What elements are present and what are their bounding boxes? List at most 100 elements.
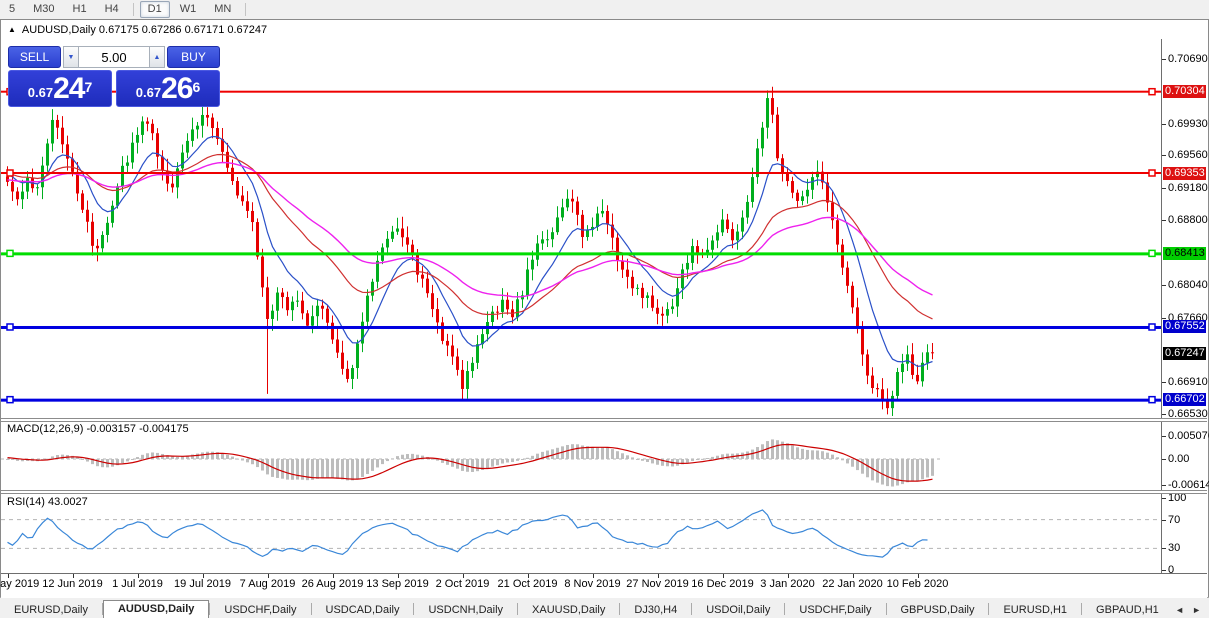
axis-tick <box>1162 459 1166 460</box>
volume-decrease-button[interactable]: ▼ <box>63 46 79 68</box>
timeframe-button-m30[interactable]: M30 <box>33 3 55 15</box>
panel-separator[interactable] <box>1 418 1207 422</box>
candle-bearish <box>56 119 59 128</box>
macd-histogram-bar <box>646 459 649 462</box>
sell-button[interactable]: SELL <box>8 46 61 68</box>
chart-tab-audusd-daily[interactable]: AUDUSD,Daily <box>102 600 210 618</box>
candle-bullish <box>671 306 674 310</box>
macd-histogram-bar <box>791 445 794 459</box>
candle-bearish <box>76 171 79 194</box>
timeframe-button-d1[interactable]: D1 <box>139 1 170 18</box>
macd-histogram-bar <box>206 451 209 459</box>
date-label: 12 Jun 2019 <box>42 578 103 590</box>
macd-histogram-bar <box>856 459 859 471</box>
tab-scroll-left-button[interactable]: ◄ <box>1175 605 1185 615</box>
macd-histogram-bar <box>366 459 369 474</box>
macd-histogram-bar <box>706 457 709 459</box>
volume-increase-button[interactable]: ▲ <box>149 46 165 68</box>
chart-tab-usdoil-daily[interactable]: USDOil,Daily <box>706 604 771 616</box>
macd-histogram-bar <box>286 459 289 480</box>
macd-histogram-bar <box>136 457 139 459</box>
candle-bullish <box>271 310 274 319</box>
candle-bearish <box>91 221 94 246</box>
buy-price-button[interactable]: 0.67 26 6 <box>116 70 220 107</box>
macd-panel[interactable] <box>1 422 1161 490</box>
timeframe-button-mn[interactable]: MN <box>214 3 232 15</box>
macd-histogram-bar <box>676 459 679 466</box>
macd-histogram-bar <box>536 453 539 459</box>
chart-tab-usdchf-daily[interactable]: USDCHF,Daily <box>224 604 297 616</box>
macd-histogram-bar <box>71 455 74 459</box>
one-click-trading-panel: SELL ▼ ▲ BUY 0.67 24 7 0.67 26 6 <box>8 46 220 107</box>
macd-histogram-bar <box>766 441 769 459</box>
date-label: 26 Aug 2019 <box>301 578 364 590</box>
chart-tab-eurusd-h1[interactable]: EURUSD,H1 <box>1003 604 1068 616</box>
macd-histogram-bar <box>166 455 169 459</box>
panel-separator[interactable] <box>1 490 1207 494</box>
candle-bearish <box>321 305 324 309</box>
macd-histogram-bar <box>756 447 759 459</box>
macd-histogram-bar <box>471 459 474 472</box>
timeframe-button-h4[interactable]: H4 <box>104 3 119 15</box>
green-horizontal-line[interactable] <box>1 249 1161 258</box>
chart-tab-usdcad-daily[interactable]: USDCAD,Daily <box>325 604 400 616</box>
macd-histogram-bar <box>921 459 924 480</box>
macd-histogram-bar <box>101 459 104 468</box>
sell-price-button[interactable]: 0.67 24 7 <box>8 70 112 107</box>
timeframe-button-h1[interactable]: H1 <box>72 3 87 15</box>
candle-bearish <box>416 252 419 275</box>
chart-tab-gbpusd-daily[interactable]: GBPUSD,Daily <box>900 604 975 616</box>
level-price-label: 0.67552 <box>1163 320 1206 334</box>
candle-bearish <box>251 210 254 223</box>
candle-bullish <box>471 362 474 372</box>
macd-signal-line <box>7 443 933 482</box>
candle-bearish <box>146 121 149 124</box>
macd-histogram-bar <box>436 459 439 461</box>
chart-tab-dj30-h4[interactable]: DJ30,H4 <box>634 604 678 616</box>
rsi-line <box>7 509 928 558</box>
macd-histogram-bar <box>216 452 219 459</box>
date-label: 8 Nov 2019 <box>564 578 621 590</box>
timeframe-button-w1[interactable]: W1 <box>179 3 197 15</box>
candle-bearish <box>226 151 229 168</box>
chart-tab-eurusd-daily[interactable]: EURUSD,Daily <box>14 604 88 616</box>
blue-horizontal-line[interactable] <box>1 323 1161 331</box>
timeframe-button-5[interactable]: 5 <box>9 3 16 15</box>
candle-bullish <box>386 238 389 248</box>
chart-tab-usdchf-daily[interactable]: USDCHF,Daily <box>799 604 872 616</box>
price-axis[interactable]: 0.70690 0.69930 0.69560 0.69180 0.68800 0.680… <box>1161 39 1209 576</box>
red-horizontal-line[interactable] <box>1 169 1161 177</box>
macd-histogram-bar <box>846 459 849 464</box>
candle-bullish <box>551 232 554 240</box>
macd-histogram-bar <box>636 459 639 460</box>
candle-bearish <box>456 356 459 370</box>
macd-histogram-bar <box>916 459 919 481</box>
blue-horizontal-line[interactable] <box>1 395 1161 404</box>
tab-scroll-right-button[interactable]: ► <box>1192 605 1201 615</box>
candle-bearish <box>821 171 824 183</box>
candle-bullish <box>896 372 899 396</box>
candle-bearish <box>86 209 89 222</box>
candle-bullish <box>761 127 764 149</box>
macd-histogram-bar <box>321 459 324 479</box>
rsi-tick-label: 70 <box>1168 513 1181 526</box>
candle-bullish <box>711 240 714 250</box>
candle-bullish <box>291 301 294 311</box>
candle-bullish <box>891 395 894 409</box>
chart-tab-xauusd-daily[interactable]: XAUUSD,Daily <box>532 604 606 616</box>
chart-title-row: ▲ AUDUSD,Daily 0.67175 0.67286 0.67171 0… <box>1 20 1208 39</box>
macd-histogram-bar <box>871 459 874 481</box>
candle-bearish <box>301 300 304 314</box>
chart-tab-usdcnh-daily[interactable]: USDCNH,Daily <box>428 604 504 616</box>
buy-button[interactable]: BUY <box>167 46 220 68</box>
collapse-icon[interactable]: ▲ <box>8 25 16 34</box>
rsi-panel[interactable] <box>1 494 1161 572</box>
macd-histogram-bar <box>376 459 379 468</box>
candle-bearish <box>326 308 329 323</box>
candle-bullish <box>811 177 814 190</box>
macd-histogram-bar <box>806 449 809 459</box>
axis-tick <box>1162 123 1166 125</box>
volume-input[interactable] <box>79 46 149 68</box>
chart-tab-gbpaud-h1[interactable]: GBPAUD,H1 <box>1096 604 1159 616</box>
